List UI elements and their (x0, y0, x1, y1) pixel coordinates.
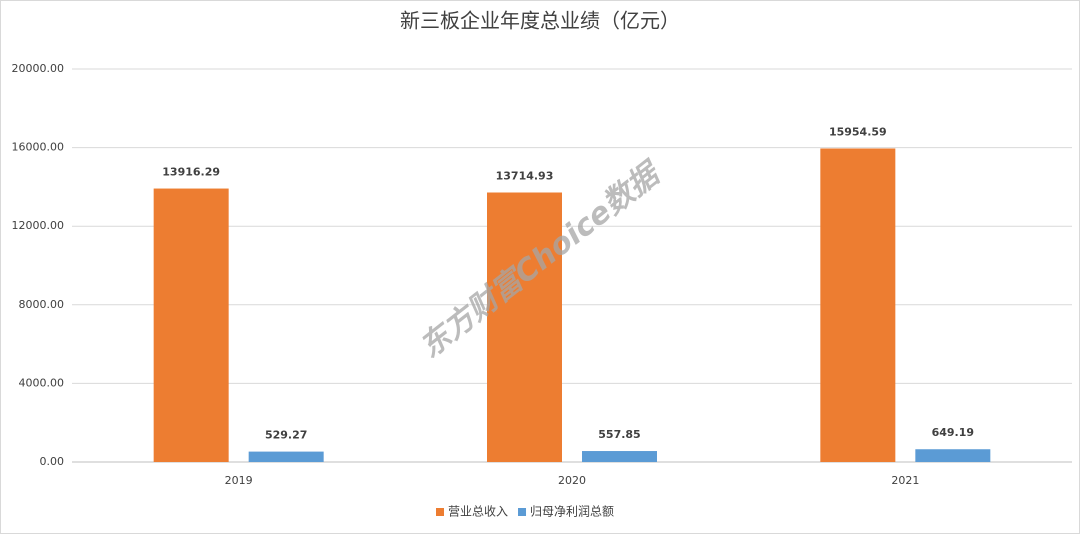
bar (915, 449, 991, 462)
y-tick-label: 16000.00 (12, 141, 65, 154)
value-label: 649.19 (932, 426, 974, 439)
y-tick-label: 4000.00 (19, 376, 65, 389)
bar (153, 188, 229, 462)
y-tick-label: 12000.00 (12, 219, 65, 232)
value-label: 557.85 (598, 428, 640, 441)
x-tick-label: 2019 (225, 474, 253, 487)
value-label: 15954.59 (829, 125, 887, 138)
chart-title: 新三板企业年度总业绩（亿元） (400, 9, 680, 33)
bar (820, 148, 896, 462)
bar (487, 192, 562, 462)
y-tick-label: 0.00 (40, 455, 65, 468)
legend-label: 归母净利润总额 (530, 505, 614, 519)
value-label: 529.27 (265, 429, 307, 442)
bar (582, 451, 657, 462)
value-label: 13714.93 (496, 170, 554, 183)
x-tick-label: 2020 (558, 474, 586, 487)
bar (248, 451, 324, 462)
legend-swatch (518, 508, 527, 516)
legend-swatch (436, 508, 444, 516)
y-tick-label: 20000.00 (12, 62, 65, 75)
legend-label: 营业总收入 (448, 505, 508, 519)
x-tick-label: 2021 (891, 474, 919, 487)
y-tick-label: 8000.00 (19, 298, 65, 311)
value-label: 13916.29 (162, 166, 220, 179)
